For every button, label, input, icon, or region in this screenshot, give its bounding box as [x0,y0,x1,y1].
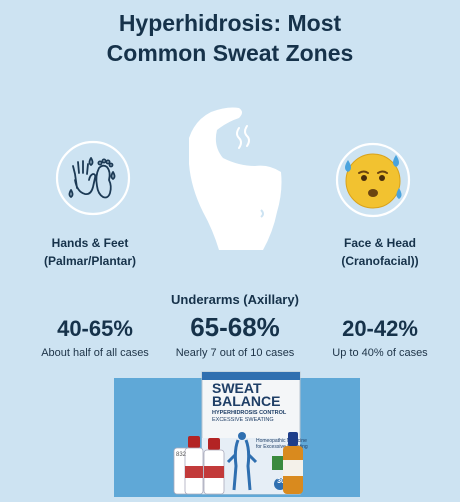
product-brand-line-2: BALANCE [212,393,281,409]
stat-face-head: 20-42% Up to 40% of cases [305,316,455,360]
product-line-3: Homeopathic Medicine [256,438,307,444]
page-title: Hyperhidrosis: Most Common Sweat Zones [0,8,460,68]
stat-caption-face-head: Up to 40% of cases [332,347,428,359]
sweating-face-emoji-icon [333,140,413,218]
title-line-1: Hyperhidrosis: Most [118,10,342,36]
hands-feet-sweat-icon [55,140,131,216]
stat-caption-underarms: Nearly 7 out of 10 cases [175,347,295,359]
product-badge-text: 30 [277,478,285,485]
bottle-label-text: 832 [175,452,186,458]
bottle-label: 832 [172,452,190,458]
product-box-text: SWEAT BALANCE HYPERHIDROSIS CONTROL EXCE… [212,380,302,424]
zone-name-underarms: Underarms (Axillary) [171,292,299,307]
zone-name-hands-feet: Hands & Feet [51,236,129,250]
product-brand-line-1: SWEAT [212,380,262,396]
product-line-2: EXCESSIVE SWEATING [212,417,274,423]
armpit-sweat-icon [183,102,287,254]
stat-value-hands-feet: 40-65% [57,316,133,341]
product-line-4: for Excessive Sweating [256,444,308,450]
stat-hands-feet: 40-65% About half of all cases [20,316,170,360]
stat-caption-hands-feet: About half of all cases [41,347,149,359]
stat-underarms: 65-68% Nearly 7 out of 10 cases [155,312,315,360]
stat-value-underarms: 65-68% [190,312,280,342]
zone-sub-face-head: (Cranofacial)) [341,254,419,268]
product-box-subtext: Homeopathic Medicine for Excessive Sweat… [256,438,308,450]
zone-label-underarms: Underarms (Axillary) [150,292,320,308]
product-bottles [172,430,322,497]
zone-sub-hands-feet: (Palmar/Plantar) [43,254,137,268]
zone-label-face-head: Face & Head (Cranofacial)) [310,235,450,269]
stat-value-face-head: 20-42% [342,316,418,341]
title-line-2: Common Sweat Zones [106,40,354,66]
zone-label-hands-feet: Hands & Feet (Palmar/Plantar) [20,235,160,269]
product-line-1: HYPERHIDROSIS CONTROL [212,410,287,416]
zone-name-face-head: Face & Head [343,236,417,250]
product-badge: 30 [273,478,289,485]
